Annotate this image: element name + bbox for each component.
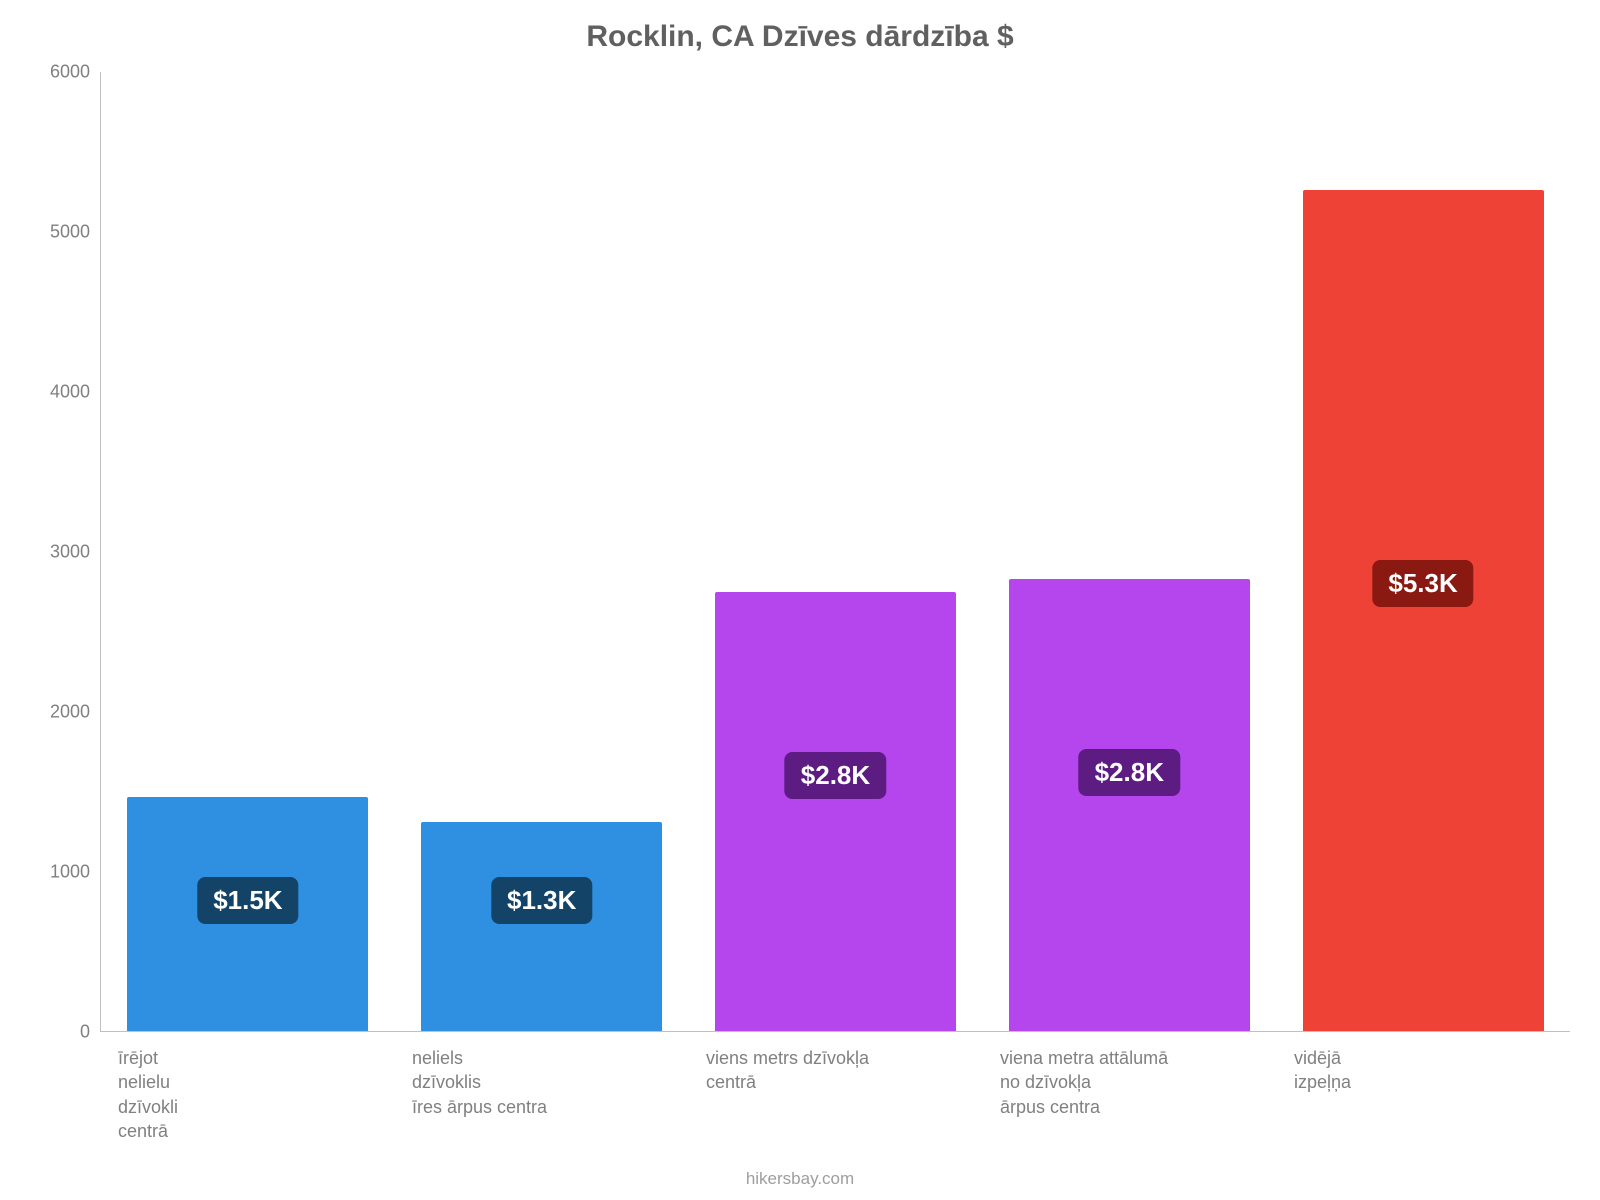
bar-slot: $2.8K (689, 72, 983, 1032)
bar: $1.3K (421, 822, 662, 1032)
footer-credit: hikersbay.com (30, 1169, 1570, 1189)
value-badge: $2.8K (1079, 749, 1180, 796)
bar: $5.3K (1303, 190, 1544, 1032)
bars-container: $1.5K $1.3K $2.8K $2.8K $5.3K (101, 72, 1570, 1032)
cost-of-living-chart: Rocklin, CA Dzīves dārdzība $ 0 1000 2000 3… (0, 0, 1600, 1200)
y-tick-label: 6000 (50, 62, 90, 83)
value-badge: $1.3K (491, 877, 592, 924)
x-axis: īrējotnelieludzīvoklicentrānelielsdzīvok… (100, 1032, 1570, 1143)
bar: $2.8K (715, 592, 956, 1032)
x-tick-label: viena metra attālumāno dzīvokļaārpus cen… (982, 1032, 1276, 1143)
y-tick-label: 5000 (50, 222, 90, 243)
value-badge: $5.3K (1372, 560, 1473, 607)
y-tick-label: 0 (80, 1022, 90, 1043)
plot-row: 0100020003000400050006000 $1.5K$1.3K$2.8… (30, 72, 1570, 1032)
x-tick-label: vidējāizpeļņa (1276, 1032, 1570, 1143)
bar-slot: $5.3K (1276, 72, 1570, 1032)
bar-slot: $1.3K (395, 72, 689, 1032)
value-badge: $1.5K (197, 877, 298, 924)
bar-slot: $1.5K (101, 72, 395, 1032)
y-tick-label: 3000 (50, 542, 90, 563)
bar: $1.5K (127, 797, 368, 1032)
bar: $2.8K (1009, 579, 1250, 1032)
x-tick-label: viens metrs dzīvokļacentrā (688, 1032, 982, 1143)
y-axis: 0100020003000400050006000 (30, 72, 100, 1032)
plot-area: $1.5K $1.3K $2.8K $2.8K $5.3K (100, 72, 1570, 1032)
x-tick-label: īrējotnelieludzīvoklicentrā (100, 1032, 394, 1143)
x-tick-label: nelielsdzīvoklisīres ārpus centra (394, 1032, 688, 1143)
y-tick-label: 4000 (50, 382, 90, 403)
y-tick-label: 1000 (50, 862, 90, 883)
value-badge: $2.8K (785, 752, 886, 799)
baseline (101, 1031, 1570, 1032)
chart-title: Rocklin, CA Dzīves dārdzība $ (30, 20, 1570, 54)
bar-slot: $2.8K (982, 72, 1276, 1032)
y-tick-label: 2000 (50, 702, 90, 723)
